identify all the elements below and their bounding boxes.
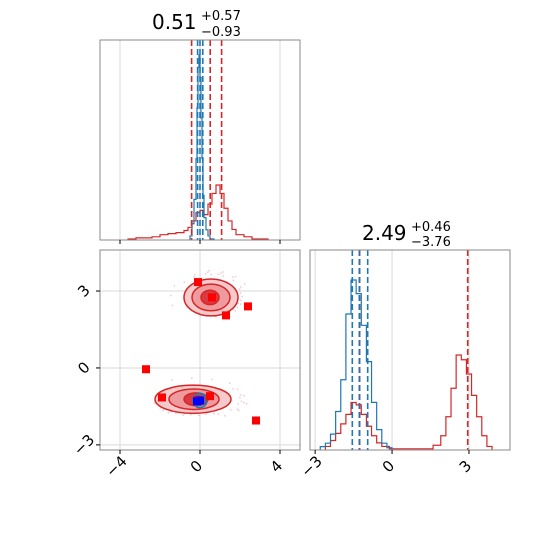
joint-sample-point <box>232 387 235 390</box>
right-hist-tick-label-0: −3 <box>297 452 325 480</box>
joint-sample-point <box>243 394 245 397</box>
joint-sample-point <box>182 414 184 417</box>
joint-sample-point <box>243 283 246 285</box>
joint-sample-point <box>239 303 242 306</box>
joint-ytick-label-2: 3 <box>74 281 93 300</box>
joint-sample-point <box>189 414 192 416</box>
joint-sample-point <box>208 269 210 272</box>
param1-title-lower: −3.76 <box>411 235 451 250</box>
joint-sample-point <box>211 378 213 381</box>
joint-sample-point <box>171 304 174 307</box>
joint-sample-point <box>236 408 239 411</box>
joint-sample-point <box>236 388 239 391</box>
joint-sample-point <box>240 400 243 403</box>
joint-red-marker-5 <box>158 393 166 402</box>
joint-red-marker-0 <box>194 278 202 287</box>
joint-sample-point <box>193 273 196 276</box>
joint-sample-point <box>245 402 248 405</box>
joint-sample-point <box>228 382 231 385</box>
joint-sample-point <box>192 275 195 278</box>
joint-sample-point <box>204 413 207 416</box>
joint-sample-point <box>197 414 200 417</box>
joint-red-marker-6 <box>206 392 214 401</box>
joint-sample-point <box>206 271 209 274</box>
joint-sample-point <box>222 271 224 273</box>
joint-sample-point <box>239 286 242 288</box>
right-hist-red-series <box>324 354 493 450</box>
joint-sample-point <box>234 310 237 312</box>
joint-red-marker-1 <box>208 293 216 302</box>
joint-sample-point <box>162 409 165 412</box>
joint-sample-point <box>239 292 242 294</box>
joint-sample-point <box>229 408 232 411</box>
joint-red-marker-3 <box>244 302 252 311</box>
param0-title-value: 0.51 <box>152 10 197 34</box>
joint-xtick-label-0: −4 <box>102 452 130 480</box>
joint-sample-point <box>237 409 240 412</box>
joint-xtick-label-2: 4 <box>267 457 286 476</box>
joint-sample-point <box>243 401 245 404</box>
joint-sample-point <box>234 275 237 278</box>
param0-title-upper: +0.57 <box>201 9 241 24</box>
joint-sample-point <box>232 279 235 282</box>
right-hist-blue-series <box>319 279 393 450</box>
joint-sample-point <box>204 273 207 275</box>
joint-blue-marker-1 <box>193 397 201 406</box>
joint-sample-point <box>236 306 239 309</box>
joint-sample-point <box>169 294 172 297</box>
joint-sample-point <box>222 275 225 278</box>
joint-sample-point <box>174 412 177 415</box>
joint-ytick-label-1: 0 <box>74 358 93 377</box>
joint-sample-point <box>239 396 241 399</box>
right-hist-frame <box>309 249 511 451</box>
joint-sample-point <box>238 288 241 290</box>
joint-sample-point <box>170 378 173 381</box>
joint-sample-point <box>232 276 234 279</box>
joint-red-marker-8 <box>252 416 260 425</box>
joint-sample-point <box>237 403 240 405</box>
joint-sample-point <box>239 393 242 396</box>
joint-sample-point <box>237 302 240 305</box>
joint-sample-point <box>239 299 242 302</box>
param1-title-upper: +0.46 <box>411 220 451 235</box>
joint-red-marker-4 <box>142 365 150 374</box>
joint-sample-point <box>224 414 226 417</box>
joint-sample-point <box>183 281 186 284</box>
joint-sample-point <box>213 412 215 415</box>
joint-sample-point <box>153 402 156 405</box>
joint-xtick-label-1: 0 <box>187 457 206 476</box>
right-hist-tick-label-2: 3 <box>456 457 475 476</box>
joint-sample-point <box>220 272 222 275</box>
joint-sample-point <box>217 413 220 415</box>
joint-red-marker-2 <box>222 311 230 320</box>
joint-sample-point <box>241 295 244 298</box>
joint-sample-point <box>173 284 176 287</box>
param1-title-value: 2.49 <box>362 221 407 245</box>
joint-sample-point <box>190 377 193 380</box>
joint-ytick-label-0: −3 <box>70 431 98 459</box>
param0-title-lower: −0.93 <box>201 25 241 40</box>
joint-sample-point <box>167 411 170 414</box>
joint-sample-point <box>217 273 220 276</box>
joint-sample-point <box>210 273 213 276</box>
right-hist-tick-label-1: 0 <box>379 457 398 476</box>
